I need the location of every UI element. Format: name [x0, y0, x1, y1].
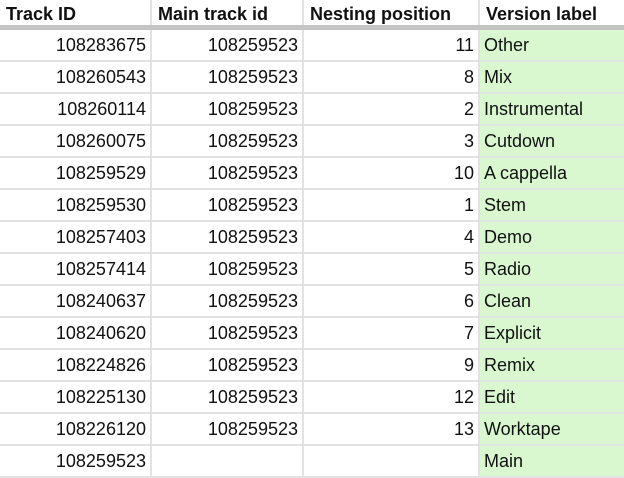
nesting-position-cell[interactable]: [304, 446, 480, 476]
version-label-cell[interactable]: Mix: [480, 62, 624, 92]
nesting-position-cell[interactable]: 13: [304, 414, 480, 444]
header-main-track-id[interactable]: Main track id: [152, 0, 304, 25]
version-label-cell[interactable]: Edit: [480, 382, 624, 412]
version-label-cell[interactable]: Remix: [480, 350, 624, 380]
nesting-position-cell[interactable]: 9: [304, 350, 480, 380]
header-nesting-position[interactable]: Nesting position: [304, 0, 480, 25]
nesting-position-cell[interactable]: 5: [304, 254, 480, 284]
table-row: 108283675 108259523 11 Other: [0, 30, 624, 62]
version-label-cell[interactable]: Demo: [480, 222, 624, 252]
main-track-id-cell[interactable]: 108259523: [152, 222, 304, 252]
main-track-id-cell[interactable]: 108259523: [152, 30, 304, 60]
main-track-id-cell[interactable]: 108259523: [152, 254, 304, 284]
main-track-id-cell[interactable]: 108259523: [152, 94, 304, 124]
version-label-cell[interactable]: Radio: [480, 254, 624, 284]
version-label-cell[interactable]: Instrumental: [480, 94, 624, 124]
main-track-id-cell[interactable]: 108259523: [152, 126, 304, 156]
table-row: 108226120 108259523 13 Worktape: [0, 414, 624, 446]
nesting-position-cell[interactable]: 6: [304, 286, 480, 316]
nesting-position-cell[interactable]: 12: [304, 382, 480, 412]
nesting-position-cell[interactable]: 2: [304, 94, 480, 124]
nesting-position-cell[interactable]: 11: [304, 30, 480, 60]
main-track-id-cell[interactable]: 108259523: [152, 286, 304, 316]
track-id-cell[interactable]: 108260543: [0, 62, 152, 92]
nesting-position-cell[interactable]: 3: [304, 126, 480, 156]
nesting-position-cell[interactable]: 4: [304, 222, 480, 252]
track-id-cell[interactable]: 108257414: [0, 254, 152, 284]
track-id-cell[interactable]: 108259529: [0, 158, 152, 188]
nesting-position-cell[interactable]: 10: [304, 158, 480, 188]
track-id-cell[interactable]: 108240620: [0, 318, 152, 348]
table-row: 108257403 108259523 4 Demo: [0, 222, 624, 254]
header-version-label[interactable]: Version label: [486, 4, 598, 24]
version-label-cell[interactable]: Cutdown: [480, 126, 624, 156]
nesting-position-cell[interactable]: 8: [304, 62, 480, 92]
table-row: 108257414 108259523 5 Radio: [0, 254, 624, 286]
nesting-position-cell[interactable]: 1: [304, 190, 480, 220]
table-row: 108259530 108259523 1 Stem: [0, 190, 624, 222]
main-track-id-cell[interactable]: 108259523: [152, 414, 304, 444]
version-label-cell[interactable]: Worktape: [480, 414, 624, 444]
track-id-cell[interactable]: 108224826: [0, 350, 152, 380]
track-id-cell[interactable]: 108257403: [0, 222, 152, 252]
nesting-position-cell[interactable]: 7: [304, 318, 480, 348]
main-track-id-cell[interactable]: [152, 446, 304, 476]
main-track-id-cell[interactable]: 108259523: [152, 62, 304, 92]
table-row: 108260075 108259523 3 Cutdown: [0, 126, 624, 158]
table-row: 108259529 108259523 10 A cappella: [0, 158, 624, 190]
table-row: 108225130 108259523 12 Edit: [0, 382, 624, 414]
table-row: 108240637 108259523 6 Clean: [0, 286, 624, 318]
track-id-cell[interactable]: 108240637: [0, 286, 152, 316]
track-id-cell[interactable]: 108226120: [0, 414, 152, 444]
main-track-id-cell[interactable]: 108259523: [152, 382, 304, 412]
table-row: 108240620 108259523 7 Explicit: [0, 318, 624, 350]
track-id-cell[interactable]: 108283675: [0, 30, 152, 60]
main-track-id-cell[interactable]: 108259523: [152, 350, 304, 380]
track-id-cell[interactable]: 108259530: [0, 190, 152, 220]
track-id-cell[interactable]: 108260114: [0, 94, 152, 124]
table-row: 108260114 108259523 2 Instrumental: [0, 94, 624, 126]
version-label-cell[interactable]: Other: [480, 30, 624, 60]
track-id-cell[interactable]: 108225130: [0, 382, 152, 412]
track-id-cell[interactable]: 108260075: [0, 126, 152, 156]
main-track-id-cell[interactable]: 108259523: [152, 158, 304, 188]
table-row: 108260543 108259523 8 Mix: [0, 62, 624, 94]
version-label-cell[interactable]: Main: [480, 446, 624, 476]
header-track-id[interactable]: Track ID: [0, 0, 152, 25]
version-label-cell[interactable]: Explicit: [480, 318, 624, 348]
table-row: 108224826 108259523 9 Remix: [0, 350, 624, 382]
header-row: Track ID Main track id Nesting position …: [0, 0, 624, 30]
table-row: 108259523 Main: [0, 446, 624, 478]
main-track-id-cell[interactable]: 108259523: [152, 318, 304, 348]
version-label-cell[interactable]: Clean: [480, 286, 624, 316]
version-label-cell[interactable]: Stem: [480, 190, 624, 220]
track-id-cell[interactable]: 108259523: [0, 446, 152, 476]
main-track-id-cell[interactable]: 108259523: [152, 190, 304, 220]
version-label-cell[interactable]: A cappella: [480, 158, 624, 188]
